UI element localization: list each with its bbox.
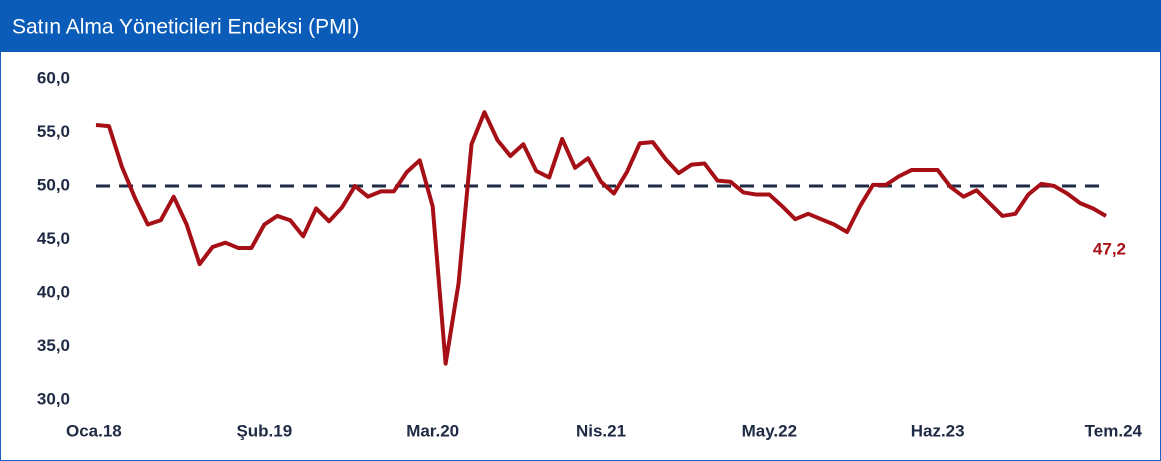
x-tick-label: Mar.20 — [406, 421, 459, 440]
y-tick-label: 50,0 — [37, 175, 70, 194]
y-tick-label: 60,0 — [37, 68, 70, 87]
y-tick-label: 45,0 — [37, 229, 70, 248]
line-series — [95, 110, 1108, 366]
x-tick-label: May.22 — [742, 421, 797, 440]
data-label: 47,2 — [1093, 239, 1126, 258]
chart-title: Satın Alma Yöneticileri Endeksi (PMI) — [12, 16, 359, 39]
x-tick-label: Haz.23 — [911, 421, 965, 440]
y-tick-label: 55,0 — [37, 122, 70, 141]
x-tick-label: Nis.21 — [576, 421, 626, 440]
y-tick-label: 30,0 — [37, 389, 70, 408]
x-tick-label: Oca.18 — [66, 421, 122, 440]
x-tick-label: Şub.19 — [236, 421, 292, 440]
y-tick-label: 35,0 — [37, 336, 70, 355]
title-bar — [0, 0, 1161, 52]
y-tick-label: 40,0 — [37, 282, 70, 301]
x-tick-label: Tem.24 — [1085, 421, 1143, 440]
